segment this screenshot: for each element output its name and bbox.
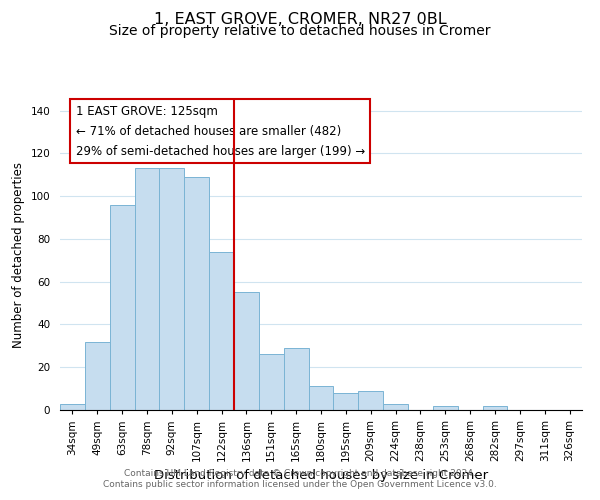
Bar [134,168,160,410]
Bar [383,404,408,410]
Bar [234,292,259,410]
Bar [433,406,458,410]
Bar [358,391,383,410]
Bar [308,386,334,410]
Text: 1 EAST GROVE: 125sqm
← 71% of detached houses are smaller (482)
29% of semi-deta: 1 EAST GROVE: 125sqm ← 71% of detached h… [76,104,365,158]
Bar [482,406,508,410]
Bar [60,404,85,410]
Bar [334,393,358,410]
Bar [85,342,110,410]
Bar [284,348,308,410]
Y-axis label: Number of detached properties: Number of detached properties [12,162,25,348]
Bar [110,205,134,410]
Text: Contains HM Land Registry data © Crown copyright and database right 2024.: Contains HM Land Registry data © Crown c… [124,468,476,477]
X-axis label: Distribution of detached houses by size in Cromer: Distribution of detached houses by size … [154,470,488,482]
Bar [259,354,284,410]
Bar [184,177,209,410]
Bar [160,168,184,410]
Text: Contains public sector information licensed under the Open Government Licence v3: Contains public sector information licen… [103,480,497,489]
Bar [209,252,234,410]
Text: 1, EAST GROVE, CROMER, NR27 0BL: 1, EAST GROVE, CROMER, NR27 0BL [154,12,446,28]
Text: Size of property relative to detached houses in Cromer: Size of property relative to detached ho… [109,24,491,38]
